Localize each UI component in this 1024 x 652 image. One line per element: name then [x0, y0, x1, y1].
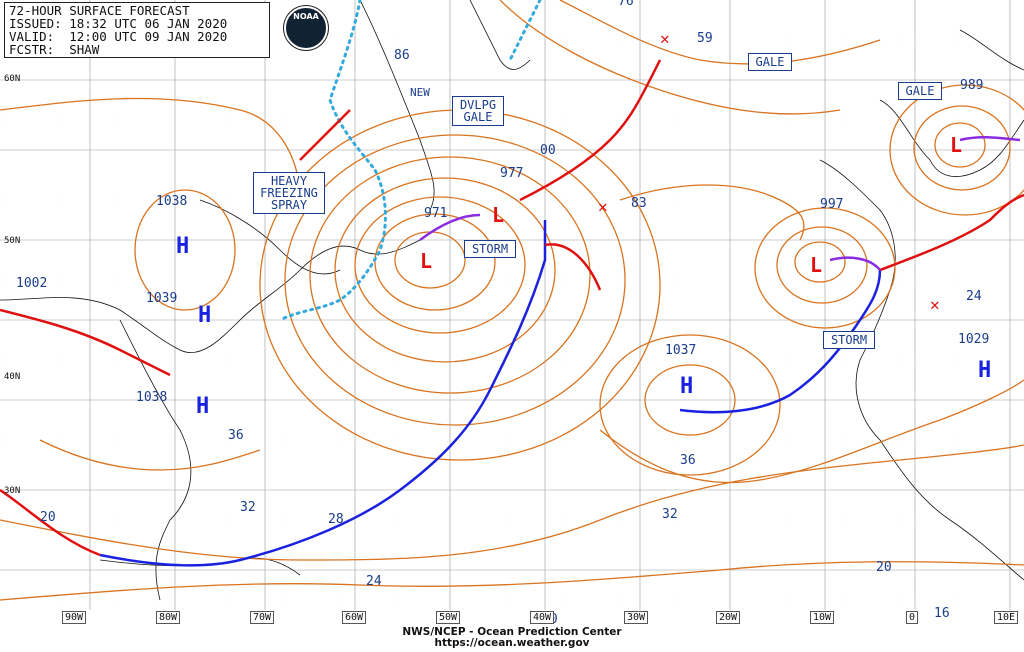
lon-label-80w: 80W: [156, 611, 181, 624]
low-symbol-977: L: [492, 203, 504, 227]
lon-label-60w: 60W: [342, 611, 367, 624]
lat-label-50n: 50N: [4, 236, 21, 246]
isobar-label-32-west: 32: [240, 500, 256, 515]
isobar-label-36-east: 36: [680, 453, 696, 468]
isobar-label-20-west: 20: [40, 510, 56, 525]
low-x-1: ✕: [660, 29, 670, 48]
low-markers: L L L L ✕ ✕ ✕: [420, 29, 962, 314]
low-pressure-997: 997: [820, 197, 844, 212]
low-symbol-997: L: [810, 253, 822, 277]
high-label-5: H: [978, 358, 992, 383]
isobar-label-24-south: 24: [366, 574, 382, 589]
grid-dots: [0, 39, 1024, 601]
lon-label-40w: 40W: [530, 611, 555, 624]
header-forecaster: FCSTR: SHAW: [9, 42, 100, 57]
warning-storm-2: STORM: [823, 331, 875, 349]
high-pressure-2: 1039: [146, 291, 178, 306]
low-x-3: ✕: [930, 295, 940, 314]
credit-line-1: NWS/NCEP - Ocean Prediction Center: [402, 626, 622, 638]
isobar-label-28: 28: [328, 512, 344, 527]
noaa-logo: NOAA: [284, 6, 328, 50]
low-pressure-989: 989: [960, 78, 984, 93]
isobar-label-76: 76: [618, 0, 634, 9]
low-symbol-989: L: [950, 133, 962, 157]
warning-gale-2: GALE: [898, 82, 942, 100]
low-symbol-971: L: [420, 249, 432, 273]
isobar-label-16: 16: [934, 606, 950, 621]
forecast-header: 72-HOUR SURFACE FORECAST ISSUED: 18:32 U…: [4, 2, 270, 58]
high-pressure-4: 1037: [665, 343, 697, 358]
header-title: 72-HOUR SURFACE FORECAST: [9, 3, 190, 18]
warning-new: NEW: [410, 86, 430, 99]
isobars: [0, 0, 1024, 601]
warning-gale-1: GALE: [748, 53, 792, 71]
isobar-label-00: 00: [540, 143, 556, 158]
high-label-4: H: [680, 374, 694, 399]
isobar-label-1002: 1002: [16, 276, 48, 291]
low-pressure-971: 971: [424, 206, 448, 221]
lon-label-20w: 20W: [716, 611, 741, 624]
warm-fronts: [0, 59, 1024, 557]
lat-label-60n: 60N: [4, 74, 21, 84]
warning-storm-1: STORM: [464, 240, 516, 258]
credit-line-2: https://ocean.weather.gov: [434, 637, 590, 649]
noaa-logo-text: NOAA: [293, 12, 319, 21]
occluded-fronts: [419, 136, 1021, 271]
high-label-2: H: [198, 303, 212, 328]
warning-heavy-freezing-spray: HEAVY FREEZING SPRAY: [253, 172, 325, 214]
high-pressure-3: 1038: [136, 390, 168, 405]
high-pressure-1: 1038: [156, 194, 188, 209]
isobar-label-32-east: 32: [662, 507, 678, 522]
low-pressure-977: 977: [500, 166, 524, 181]
isobar-label-59: 59: [697, 31, 713, 46]
lat-label-30n: 30N: [4, 486, 21, 496]
ice-edge: [278, 0, 542, 322]
high-label-1: H: [176, 234, 190, 259]
high-label-3: H: [196, 394, 210, 419]
lon-label-90w: 90W: [62, 611, 87, 624]
lon-label-70w: 70W: [250, 611, 275, 624]
isobar-label-20-east: 20: [876, 560, 892, 575]
lon-label-30w: 30W: [624, 611, 649, 624]
warning-dvlpg-gale: DVLPG GALE: [452, 96, 504, 126]
lon-label-50w: 50W: [436, 611, 461, 624]
isobar-label-36-west: 36: [228, 428, 244, 443]
low-x-2: ✕: [598, 197, 608, 216]
isobar-label-86: 86: [394, 48, 410, 63]
lat-label-40n: 40N: [4, 372, 21, 382]
lon-label-10w: 10W: [810, 611, 835, 624]
isobar-label-24-east: 24: [966, 289, 982, 304]
cold-fronts: [99, 220, 882, 567]
lon-label-0: 0: [906, 611, 919, 624]
high-pressure-5: 1029: [958, 332, 990, 347]
isobar-label-83: 83: [631, 196, 647, 211]
header-valid: VALID: 12:00 UTC 09 JAN 2020: [9, 29, 228, 44]
header-issued: ISSUED: 18:32 UTC 06 JAN 2020: [9, 16, 228, 31]
lon-label-10e: 10E: [994, 611, 1019, 624]
